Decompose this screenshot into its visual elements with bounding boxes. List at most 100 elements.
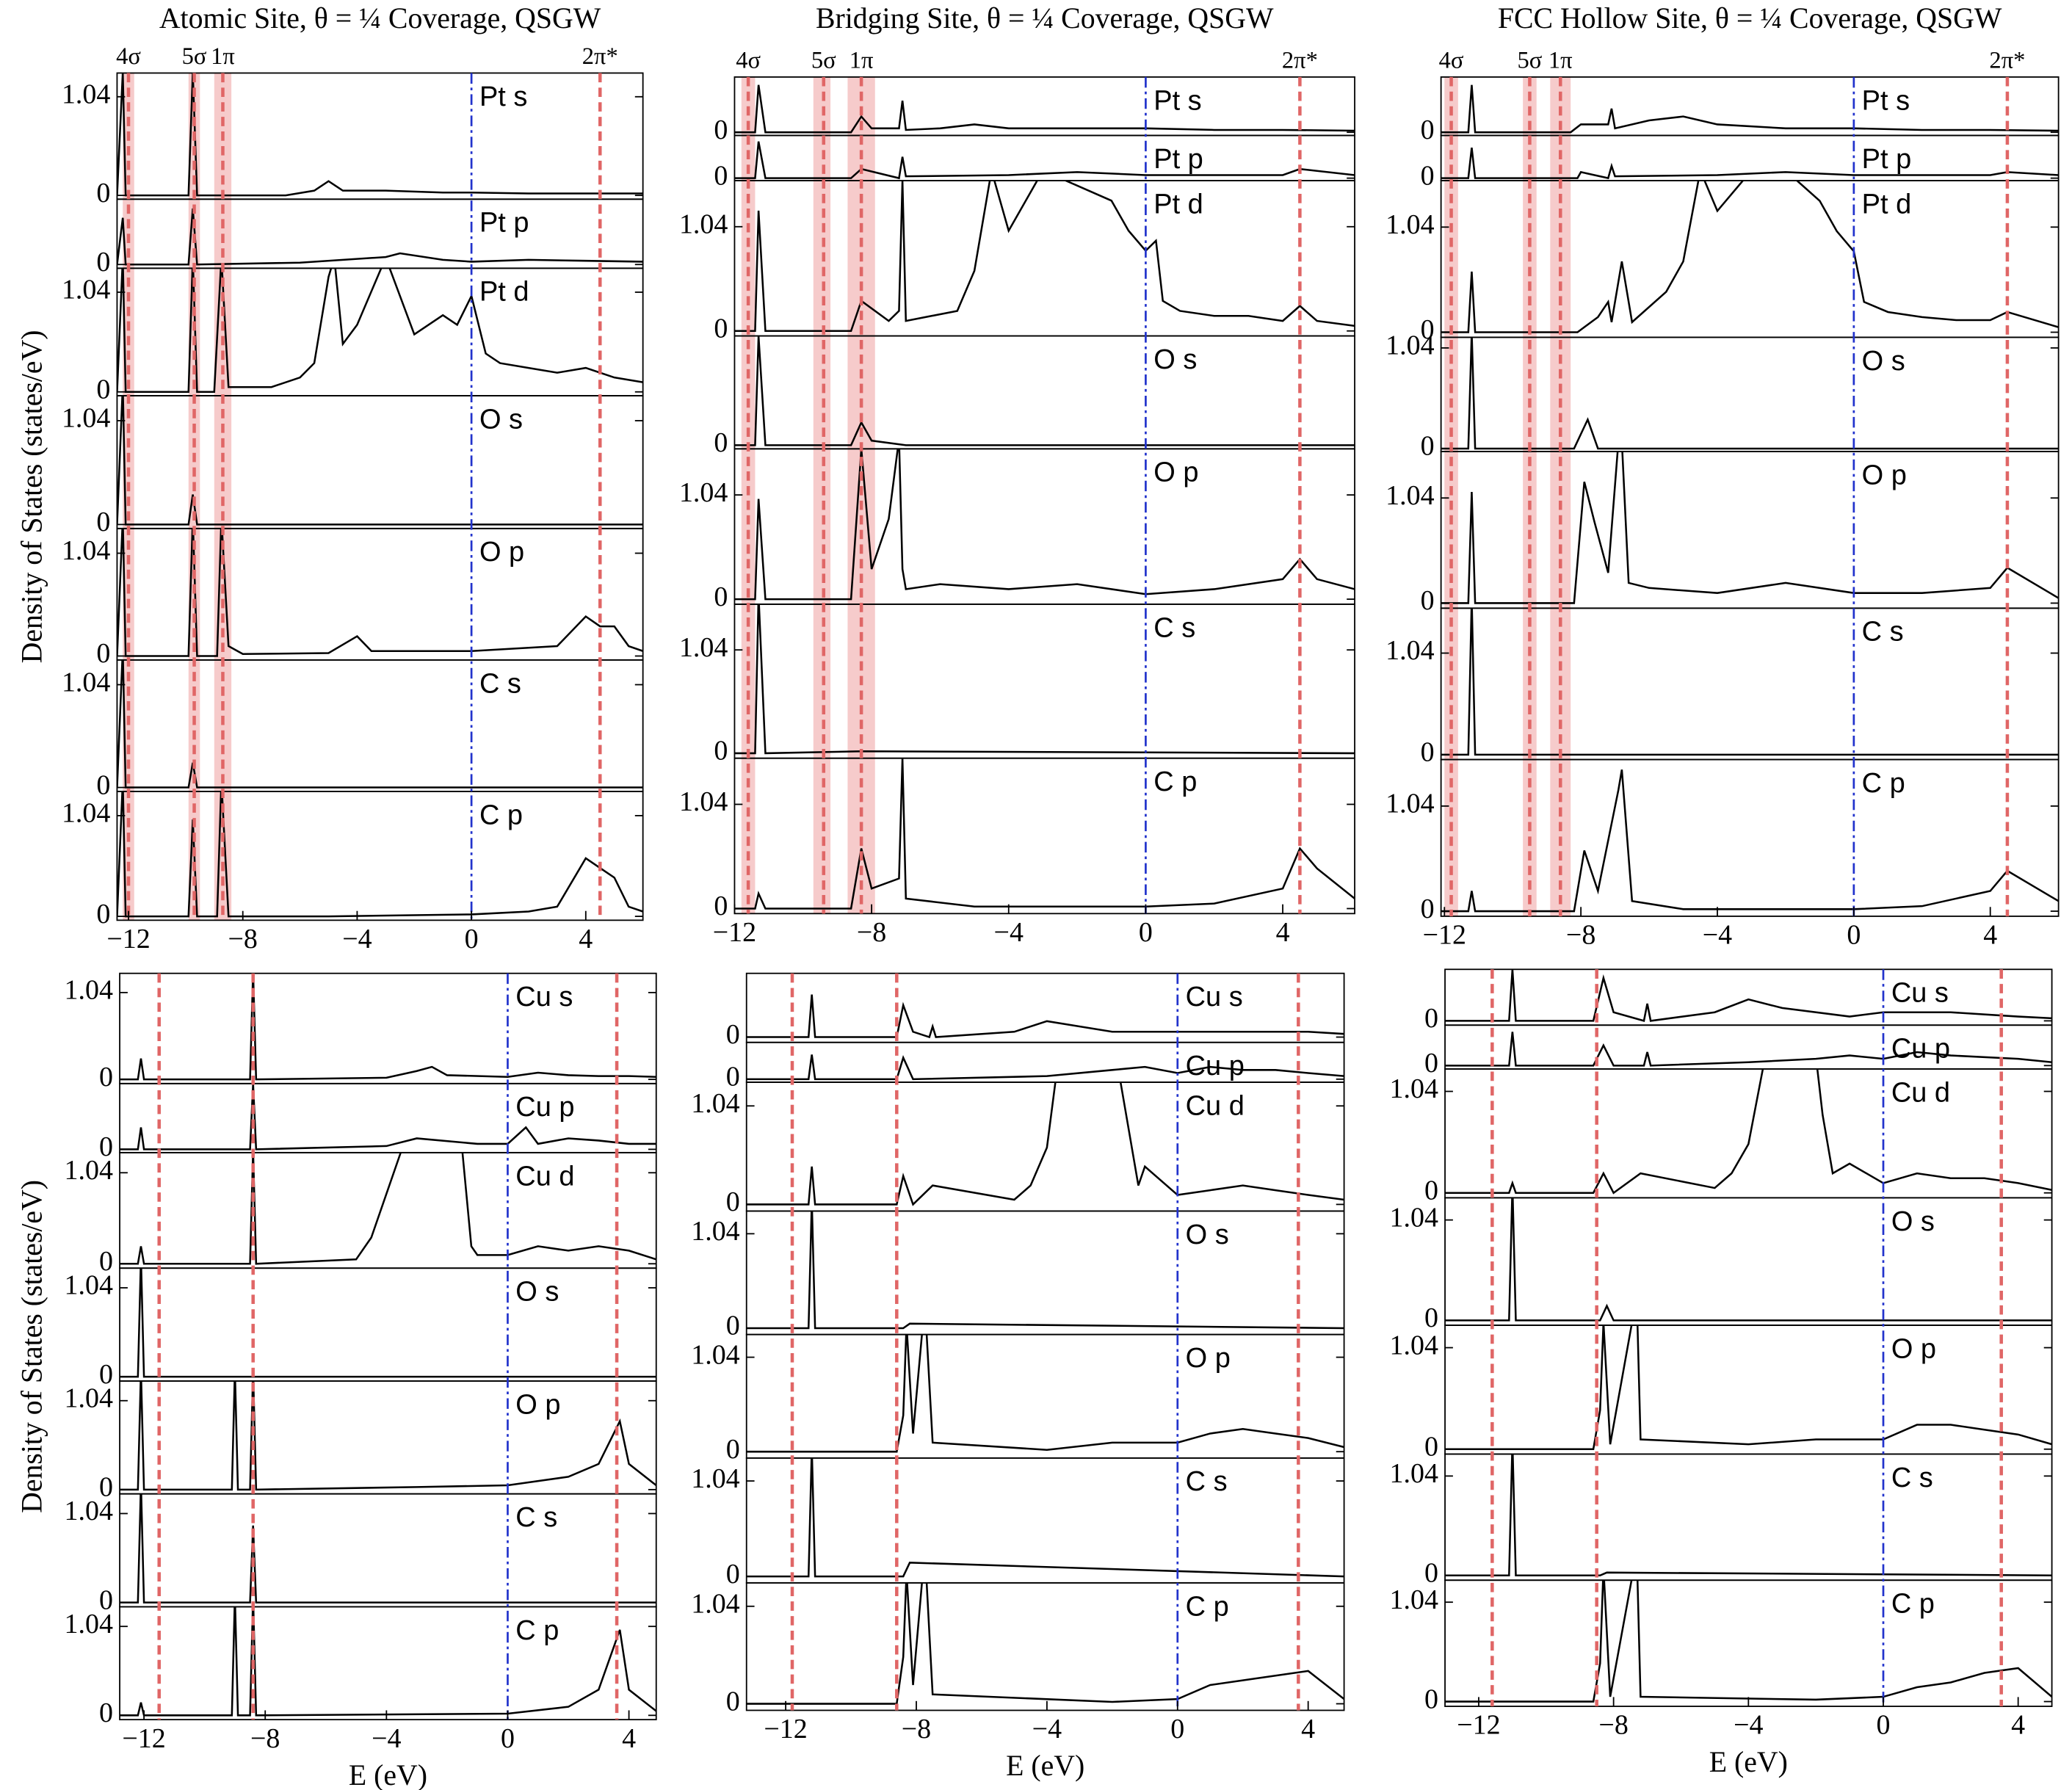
- y-tick-label: 0: [714, 160, 728, 191]
- y-tick-label: 1.04: [679, 786, 728, 817]
- panel-label: Pt s: [1153, 85, 1201, 116]
- dos-line: [1441, 147, 2059, 180]
- panel-label: Cu d: [1186, 1090, 1245, 1121]
- y-tick-label: 0: [96, 374, 110, 405]
- dos-line: [746, 1054, 1344, 1081]
- panel-label: Pt p: [1153, 144, 1203, 175]
- orbital-label: 1π: [1548, 47, 1573, 73]
- orbital-label: 2π*: [1989, 47, 2025, 73]
- y-tick-label: 1.04: [691, 1463, 739, 1494]
- y-tick-label: 1.04: [1385, 635, 1434, 666]
- x-tick-label: 4: [1301, 1714, 1315, 1744]
- panel-label: Pt p: [479, 208, 529, 239]
- panel-label: Pt p: [1862, 144, 1912, 175]
- y-tick-label: 0: [726, 1434, 740, 1465]
- panel-label: Cu p: [1891, 1034, 1950, 1065]
- x-tick-label: −8: [1566, 920, 1595, 951]
- x-tick-label: −4: [994, 917, 1024, 948]
- y-tick-label: 1.04: [65, 1155, 113, 1186]
- y-tick-label: 0: [1424, 1684, 1438, 1714]
- x-tick-label: 4: [1983, 920, 1997, 951]
- panel-label: Cu p: [515, 1092, 574, 1123]
- panel-label: O p: [1891, 1333, 1936, 1364]
- dos-line: [734, 180, 1355, 333]
- y-tick-label: 0: [714, 891, 728, 921]
- orbital-label: 5σ: [182, 43, 207, 70]
- x-tick-label: −8: [228, 924, 258, 954]
- dos-line: [117, 791, 643, 918]
- y-tick-label: 0: [714, 736, 728, 767]
- y-tick-label: 0: [96, 638, 110, 669]
- dos-line: [120, 1152, 656, 1265]
- y-tick-label: 0: [1421, 894, 1435, 924]
- dos-line: [1441, 84, 2059, 134]
- y-tick-label: 1.04: [691, 1088, 739, 1119]
- y-tick-label: 0: [714, 313, 728, 344]
- y-tick-label: 0: [1421, 431, 1435, 462]
- y-axis-label: Density of States (states/eV): [15, 330, 48, 663]
- y-tick-label: 0: [726, 1686, 740, 1717]
- x-tick-label: −12: [122, 1723, 165, 1754]
- y-tick-label: 0: [99, 1062, 113, 1093]
- y-tick-label: 1.04: [62, 403, 110, 434]
- x-tick-label: −8: [1598, 1710, 1628, 1741]
- y-tick-label: 0: [99, 1131, 113, 1162]
- x-tick-label: −4: [342, 924, 372, 954]
- y-tick-label: 1.04: [691, 1216, 739, 1247]
- y-tick-label: 0: [714, 427, 728, 458]
- panel-label: Cu p: [1186, 1051, 1245, 1081]
- dos-line: [1445, 1325, 2052, 1451]
- dos-line: [120, 1493, 656, 1604]
- y-tick-label: 0: [96, 899, 110, 930]
- dos-line: [120, 1083, 656, 1151]
- y-tick-label: 1.04: [1390, 1073, 1438, 1104]
- x-axis-label: E (eV): [349, 1759, 427, 1790]
- panel-label: C p: [1186, 1591, 1229, 1622]
- x-tick-label: 0: [465, 924, 479, 954]
- x-tick-label: −12: [1423, 920, 1466, 951]
- y-tick-label: 0: [1424, 1431, 1438, 1462]
- dos-line: [746, 994, 1344, 1039]
- panel-label: Pt d: [1153, 189, 1203, 220]
- panel-label: O s: [515, 1277, 559, 1308]
- y-tick-label: 1.04: [679, 477, 728, 508]
- orbital-label: 4σ: [116, 43, 141, 70]
- x-tick-label: −4: [1703, 920, 1732, 951]
- orbital-label: 1π: [850, 47, 874, 73]
- panel-label: O p: [479, 537, 524, 568]
- x-tick-label: 0: [1170, 1714, 1184, 1744]
- panel-label: C s: [479, 668, 521, 699]
- dos-line: [117, 659, 643, 789]
- y-tick-label: 0: [1424, 1003, 1438, 1034]
- panel-label: Cu s: [1186, 982, 1243, 1012]
- orbital-label: 2π*: [1282, 47, 1318, 73]
- chart-title: FCC Hollow Site, θ = ¼ Coverage, QSGW: [1498, 2, 2002, 35]
- panel-label: O s: [1153, 344, 1197, 375]
- x-axis-label: E (eV): [1709, 1746, 1788, 1778]
- y-tick-label: 0: [1424, 1302, 1438, 1333]
- dos-line: [117, 208, 643, 266]
- y-tick-label: 1.04: [1385, 209, 1434, 240]
- y-tick-label: 0: [1421, 160, 1435, 191]
- y-tick-label: 1.04: [62, 79, 110, 109]
- y-tick-label: 0: [99, 1472, 113, 1503]
- dos-line: [746, 1082, 1344, 1206]
- chart-title: Bridging Site, θ = ¼ Coverage, QSGW: [816, 2, 1274, 35]
- panel-label: Pt s: [479, 81, 527, 112]
- y-tick-label: 1.04: [62, 667, 110, 697]
- y-axis-label: Density of States (states/eV): [15, 1180, 48, 1513]
- panel-label: O s: [1186, 1220, 1229, 1250]
- panel-label: C p: [1153, 767, 1197, 797]
- x-tick-label: 4: [579, 924, 593, 954]
- panel-label: O s: [479, 404, 523, 435]
- x-tick-label: 0: [1847, 920, 1861, 951]
- dos-line: [1445, 1068, 2052, 1195]
- panel-label: C s: [1862, 617, 1904, 648]
- y-tick-label: 1.04: [65, 1609, 113, 1639]
- dos-line: [120, 1380, 656, 1491]
- x-tick-label: −12: [1457, 1710, 1500, 1741]
- x-tick-label: −4: [372, 1723, 401, 1754]
- orbital-label: 5σ: [811, 47, 836, 73]
- panel-label: Pt d: [1862, 189, 1912, 220]
